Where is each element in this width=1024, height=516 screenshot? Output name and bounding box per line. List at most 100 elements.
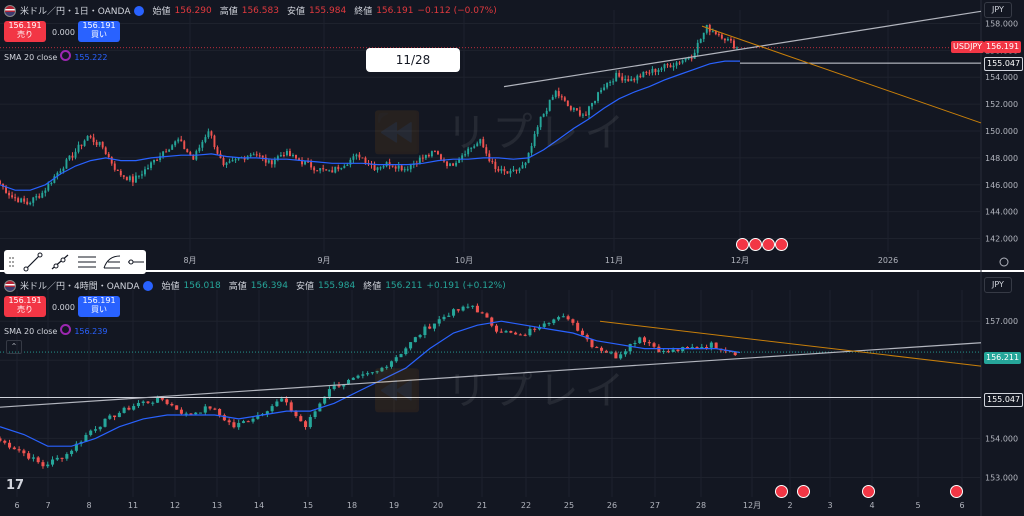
y-tick-label: 148.000	[985, 154, 1018, 163]
candle-body	[717, 34, 720, 36]
candle-body	[551, 97, 554, 100]
event-marker[interactable]	[775, 485, 788, 498]
event-marker[interactable]	[736, 238, 749, 251]
candle-body	[382, 166, 385, 168]
candle-body	[491, 161, 494, 163]
x-tick-label: 28	[696, 501, 706, 510]
x-tick-label: 12月	[731, 256, 749, 265]
candle-body	[213, 135, 216, 148]
x-tick-label: 21	[477, 501, 487, 510]
candle-body	[358, 154, 361, 158]
candle-body	[394, 357, 398, 362]
candle-body	[292, 154, 294, 157]
bottom-symbol[interactable]: 米ドル／円・4時間・OANDA	[20, 282, 140, 292]
bottom-buy-button[interactable]: 156.191 買い	[78, 296, 120, 317]
candle-body	[580, 330, 584, 335]
replay-date-box[interactable]: 11/28	[366, 48, 460, 72]
candle-body	[654, 68, 657, 73]
candle-body	[165, 151, 168, 153]
bottom-sell-button[interactable]: 156.191 売り	[4, 296, 46, 317]
candle-body	[612, 81, 615, 83]
ray-tool-icon[interactable]	[51, 254, 69, 270]
candle-body	[714, 31, 717, 35]
candle-body	[107, 153, 110, 158]
candle-body	[304, 421, 308, 428]
candle-body	[588, 106, 590, 116]
x-tick-label: 2	[787, 501, 792, 510]
candle-body	[545, 110, 548, 114]
bottom-sma-legend[interactable]: SMA 20 close 156.239	[4, 324, 107, 336]
candle-body	[189, 413, 193, 415]
y-tick-label: 152.000	[985, 100, 1018, 109]
candle-body	[280, 398, 284, 402]
candle-body	[218, 408, 222, 416]
x-tick-label: 8	[86, 501, 91, 510]
replay-icon[interactable]	[134, 5, 145, 16]
candle-body	[308, 417, 312, 428]
candle-body	[590, 339, 594, 348]
candle-body	[228, 161, 231, 163]
candle-body	[736, 47, 738, 49]
candle-body	[80, 144, 83, 146]
top-price-tag: 156.191	[984, 41, 1022, 53]
candle-body	[12, 447, 16, 450]
candle-body	[279, 155, 282, 157]
candle-body	[265, 411, 269, 415]
high-value-bottom: 156.394	[250, 280, 288, 291]
candle-body	[249, 154, 252, 157]
candle-body	[571, 319, 575, 323]
event-marker[interactable]	[762, 238, 775, 251]
candle-body	[165, 399, 169, 404]
y-tick-label: 146.000	[985, 181, 1018, 190]
event-marker[interactable]	[749, 238, 762, 251]
candle-body	[437, 319, 441, 324]
event-marker[interactable]	[950, 485, 963, 498]
candle-body	[77, 144, 80, 152]
candle-body	[690, 58, 693, 60]
candle-body	[180, 139, 183, 142]
candle-body	[270, 406, 274, 412]
candle-body	[22, 450, 26, 454]
event-marker[interactable]	[775, 238, 788, 251]
candle-body	[671, 349, 675, 352]
candle-body	[310, 162, 313, 168]
fib-tool-icon[interactable]	[103, 255, 121, 269]
close-value-bottom: 156.211	[385, 280, 423, 291]
sma-settings-icon-bottom[interactable]	[60, 324, 72, 335]
candle-body	[394, 166, 397, 169]
horizontal-ray-tool-icon[interactable]	[128, 259, 144, 265]
top-sma-legend[interactable]: SMA 20 close 155.222	[4, 50, 107, 62]
projection-line	[701, 25, 982, 124]
candle-body	[17, 449, 21, 451]
event-marker[interactable]	[862, 485, 875, 498]
replay-icon-bottom[interactable]	[143, 280, 154, 291]
bottom-collapse-button[interactable]: ⌃	[6, 340, 22, 354]
candle-body	[184, 413, 188, 415]
change-value-bottom: +0.191 (+0.12%)	[426, 280, 506, 291]
candle-body	[46, 464, 50, 467]
top-sell-button[interactable]: 156.191 売り	[4, 21, 46, 42]
candle-body	[171, 145, 174, 150]
candle-body	[84, 434, 88, 442]
candle-body	[446, 161, 448, 166]
sma-settings-icon[interactable]	[60, 50, 72, 61]
top-symbol[interactable]: 米ドル／円・1日・OANDA	[20, 7, 131, 17]
trend-line-tool-icon[interactable]	[23, 252, 43, 272]
candle-body	[71, 155, 74, 158]
candle-body	[711, 31, 714, 33]
event-marker[interactable]	[797, 485, 810, 498]
top-buy-button[interactable]: 156.191 買い	[78, 21, 120, 42]
top-currency-button[interactable]: JPY	[984, 2, 1012, 18]
candle-body	[162, 151, 165, 157]
candle-body	[533, 134, 536, 147]
bottom-watermark-text: リプレイ	[446, 368, 631, 414]
parallel-channel-tool-icon[interactable]	[78, 256, 96, 268]
usdjpy-flag-icon	[4, 4, 16, 17]
bottom-currency-button[interactable]: JPY	[984, 277, 1012, 293]
candle-body	[168, 149, 171, 152]
x-tick-label: 6	[959, 501, 964, 510]
bottom-watermark: ⏪ リプレイ	[372, 368, 631, 414]
toolbar-drag-handle[interactable]	[9, 257, 14, 267]
candle-body	[316, 170, 319, 172]
